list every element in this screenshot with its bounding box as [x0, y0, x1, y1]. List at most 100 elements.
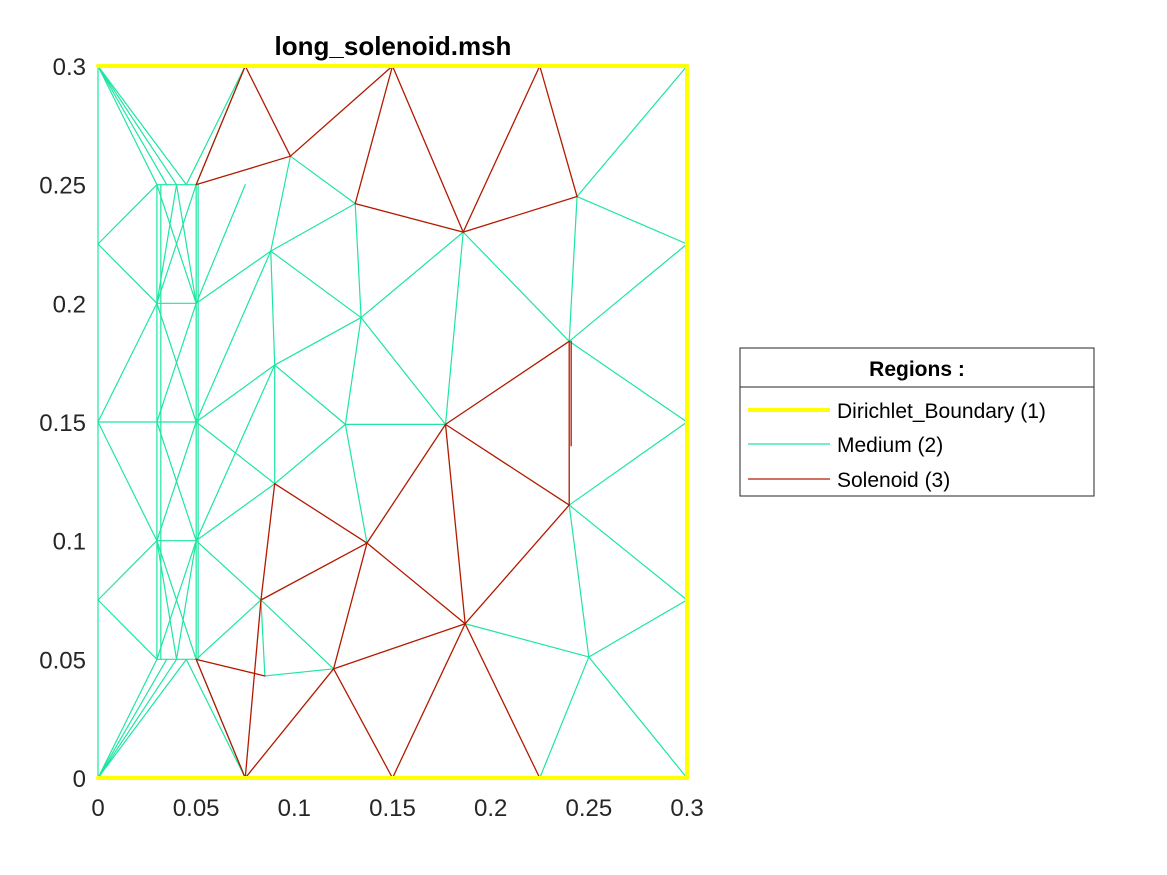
medium-edge-56 [274, 364, 346, 425]
medium-edge-76 [588, 656, 688, 779]
medium-edge-47 [195, 483, 276, 542]
medium-edge-73 [568, 504, 688, 601]
medium-edge-26 [156, 184, 197, 304]
medium-edge-79 [260, 599, 266, 677]
x-tick-label: 0.05 [173, 795, 220, 822]
solenoid-edge-2 [195, 155, 292, 186]
medium-edge-2 [97, 65, 168, 186]
medium-edge-68 [568, 243, 688, 342]
solenoid-edge-24 [464, 623, 541, 779]
medium-edge-1 [97, 65, 158, 186]
solenoid-edge-18 [274, 483, 368, 544]
solenoid-edge-9 [462, 195, 578, 233]
solenoid-edge-22 [332, 623, 466, 670]
x-tick-label: 0.3 [670, 795, 703, 822]
medium-edge-77 [539, 656, 590, 779]
solenoid-region-mesh [195, 65, 578, 779]
medium-edge-9 [97, 421, 158, 542]
medium-edge-50 [270, 155, 292, 252]
x-tick-label: 0.15 [369, 795, 416, 822]
solenoid-edge-21 [260, 483, 276, 601]
legend: Regions : Dirichlet_Boundary (1) Medium … [739, 347, 1095, 497]
y-tick-label: 0 [73, 766, 86, 793]
medium-edge-61 [360, 231, 464, 319]
solenoid-edge-29 [195, 658, 246, 779]
medium-edge-54 [270, 250, 362, 319]
medium-edge-40 [185, 658, 246, 779]
medium-edge-51 [289, 155, 356, 205]
y-axis-ticks: 0 0.05 0.1 0.15 0.2 0.25 0.3 [39, 54, 86, 793]
medium-edge-28 [156, 302, 197, 423]
legend-label-boundary: Dirichlet_Boundary (1) [837, 400, 1046, 423]
medium-edge-30 [156, 421, 197, 542]
medium-edge-38 [185, 65, 246, 186]
medium-edge-32 [156, 540, 197, 660]
solenoid-edge-4 [354, 65, 394, 205]
legend-title: Regions : [869, 358, 965, 381]
medium-edge-75 [588, 599, 688, 658]
solenoid-edge-14 [366, 423, 447, 544]
medium-edge-11 [97, 599, 158, 660]
medium-edge-42 [195, 250, 272, 304]
medium-edge-3 [97, 65, 178, 186]
medium-edge-4 [97, 65, 187, 186]
legend-label-medium: Medium (2) [837, 434, 943, 457]
medium-edge-48 [195, 540, 262, 601]
legend-label-solenoid: Solenoid (3) [837, 469, 950, 492]
medium-edge-43 [195, 250, 272, 423]
medium-edge-15 [97, 658, 187, 779]
y-tick-label: 0.25 [39, 173, 86, 200]
solenoid-edge-13 [444, 423, 570, 506]
solenoid-edge-1 [244, 65, 292, 157]
medium-edge-58 [354, 203, 362, 319]
solenoid-edge-7 [462, 65, 541, 233]
x-tick-label: 0 [91, 795, 104, 822]
solenoid-edge-6 [354, 203, 464, 233]
medium-edge-36 [175, 540, 197, 660]
medium-edge-7 [97, 302, 158, 423]
solenoid-edge-17 [366, 542, 466, 625]
legend-box [739, 347, 1095, 497]
x-tick-label: 0.2 [474, 795, 507, 822]
medium-edge-78 [464, 623, 590, 658]
medium-edge-81 [260, 599, 335, 670]
medium-edge-33 [156, 184, 178, 304]
solenoid-edge-28 [195, 658, 266, 677]
y-tick-label: 0.1 [53, 529, 86, 556]
solenoid-edge-3 [289, 65, 394, 157]
solenoid-edge-12 [444, 340, 570, 426]
y-tick-label: 0.15 [39, 410, 86, 437]
medium-edge-49 [195, 599, 262, 660]
medium-edge-55 [274, 316, 362, 366]
medium-edge-52 [270, 203, 356, 252]
solenoid-edge-16 [464, 504, 570, 625]
medium-edge-63 [274, 423, 346, 485]
medium-edge-70 [576, 65, 688, 198]
solenoid-edge-19 [260, 542, 368, 601]
solenoid-edge-23 [391, 623, 466, 779]
medium-edge-74 [568, 504, 590, 658]
medium-edge-10 [97, 540, 158, 601]
medium-edge-14 [97, 658, 178, 779]
medium-edge-59 [344, 316, 362, 425]
medium-edge-60 [360, 316, 447, 425]
medium-edge-64 [344, 423, 368, 544]
solenoid-edge-20 [332, 542, 368, 670]
y-tick-label: 0.05 [39, 647, 86, 674]
medium-edge-13 [97, 658, 168, 779]
medium-edge-66 [462, 231, 570, 342]
medium-edge-6 [97, 243, 158, 304]
medium-edge-5 [97, 184, 158, 245]
y-tick-label: 0.3 [53, 54, 86, 81]
medium-edge-65 [444, 231, 464, 425]
x-tick-label: 0.1 [278, 795, 311, 822]
solenoid-edge-27 [244, 599, 262, 779]
medium-edge-71 [576, 195, 688, 245]
medium-edge-44 [195, 364, 276, 423]
medium-edge-46 [195, 421, 276, 485]
x-axis-ticks: 0 0.05 0.1 0.15 0.2 0.25 0.3 [91, 795, 703, 822]
solenoid-edge-5 [391, 65, 464, 233]
solenoid-edge-15 [444, 423, 466, 625]
medium-edge-67 [568, 195, 578, 342]
